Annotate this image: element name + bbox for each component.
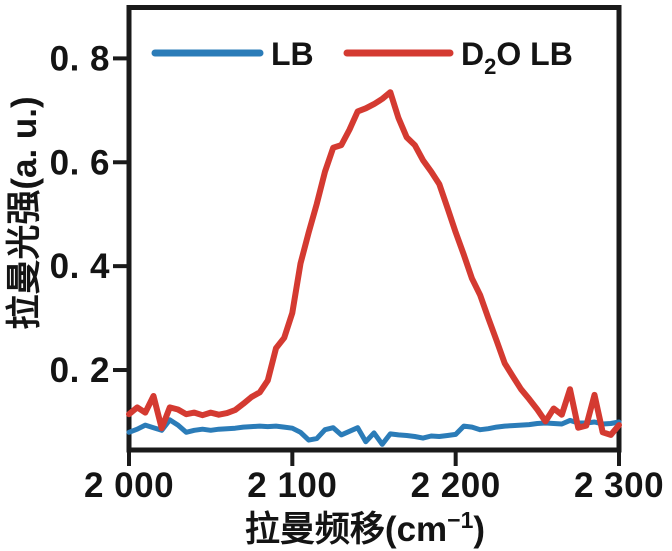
x-tick-label: 2 100 <box>247 466 337 505</box>
y-axis-ticks <box>113 56 127 373</box>
x-tick-label: 2 000 <box>84 466 174 505</box>
legend-label-lb: LB <box>271 36 314 72</box>
x-tick-label: 2 300 <box>574 466 664 505</box>
x-axis-ticks <box>127 452 621 466</box>
legend: LB D2O LB <box>151 36 573 79</box>
y-tick-label: 0. 6 <box>50 143 110 182</box>
x-tick-label: 2 200 <box>411 466 501 505</box>
series-line-d2o-lb <box>126 89 622 438</box>
series-lines <box>126 89 622 447</box>
x-axis-title: 拉曼频移(cm−1) <box>245 507 485 549</box>
y-tick-label: 0. 4 <box>50 247 110 286</box>
legend-label-d2o-lb: D2O LB <box>461 36 573 79</box>
series-line-lb <box>126 417 622 447</box>
y-axis-tick-labels: 0. 2 0. 4 0. 6 0. 8 <box>50 39 110 390</box>
x-axis-tick-labels: 2 000 2 100 2 200 2 300 <box>84 466 664 505</box>
plot-border <box>126 5 622 453</box>
y-tick-label: 0. 2 <box>50 351 110 390</box>
y-tick-label: 0. 8 <box>50 39 110 78</box>
y-axis-title: 拉曼光强(a. u.) <box>5 96 44 329</box>
